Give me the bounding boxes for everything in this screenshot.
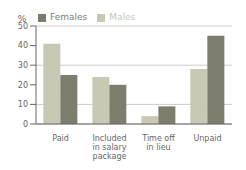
svg-text:Unpaid: Unpaid [193, 134, 221, 143]
svg-text:Paid: Paid [52, 134, 69, 143]
html-text:Females: Females [50, 12, 88, 22]
svg-text:Time offin lieu: Time offin lieu [141, 134, 175, 152]
svg-text:%: % [18, 14, 27, 24]
html-text:Males: Males [109, 12, 136, 22]
svg-text:10: 10 [18, 100, 28, 109]
svg-text:Includedin salarypackage: Includedin salarypackage [92, 134, 126, 161]
svg-text:30: 30 [18, 61, 28, 70]
svg-text:0: 0 [23, 120, 28, 129]
svg-text:40: 40 [18, 41, 28, 50]
svg-text:20: 20 [18, 81, 28, 90]
svg-text:50: 50 [17, 21, 28, 31]
